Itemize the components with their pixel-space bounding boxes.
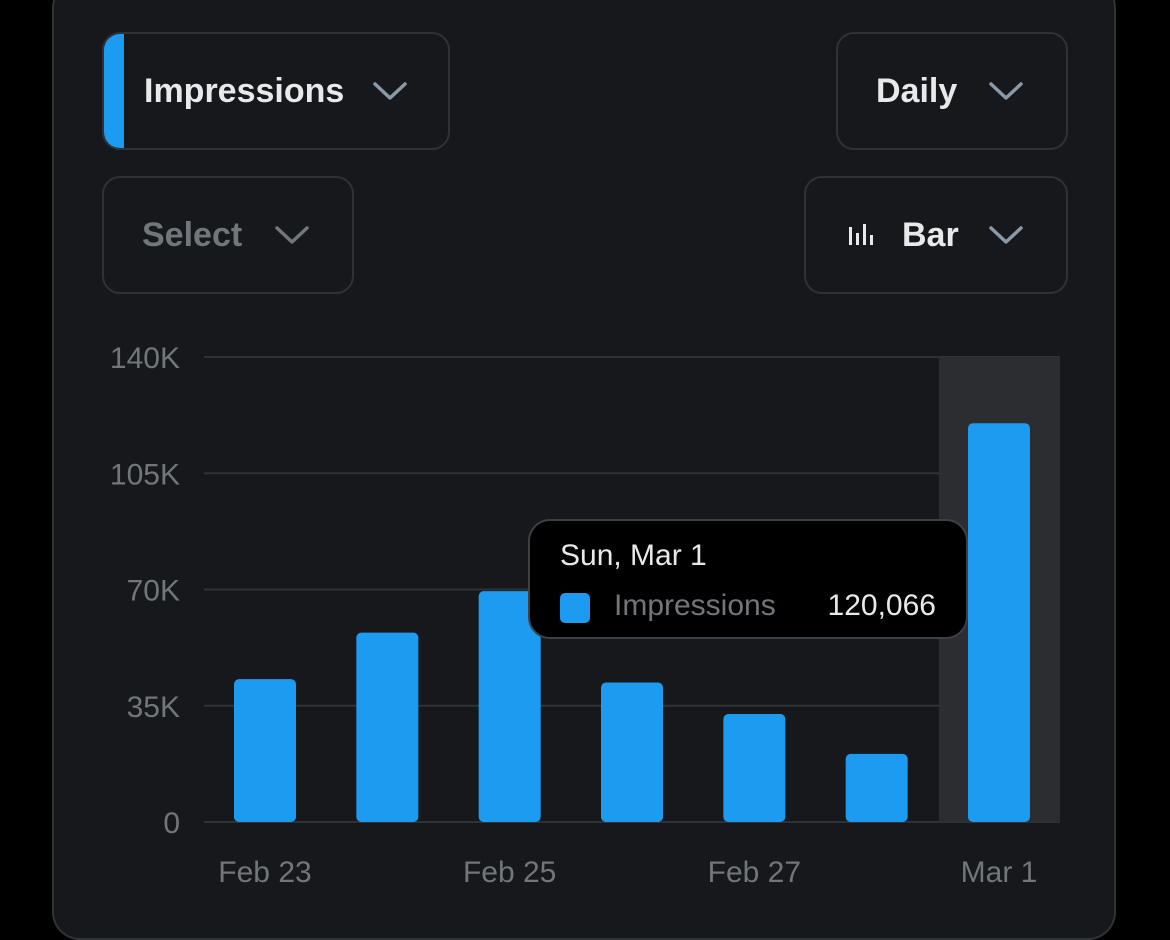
- chart-type-dropdown[interactable]: Bar: [804, 176, 1068, 294]
- y-tick-label: 140K: [110, 342, 180, 375]
- chart-card: [52, 0, 1116, 940]
- tooltip-date: Sun, Mar 1: [560, 539, 707, 572]
- chart-tooltip: Sun, Mar 1 Impressions 120,066: [528, 519, 968, 639]
- bar-feb-24[interactable]: [356, 632, 419, 822]
- y-tick-label: 105K: [110, 458, 180, 491]
- metric-dropdown-label: Impressions: [144, 71, 345, 110]
- x-tick-label: Feb 25: [463, 856, 556, 889]
- bar-chart-icon: [846, 221, 874, 249]
- bar-feb-25[interactable]: [478, 591, 541, 822]
- tooltip-series-swatch: [560, 593, 590, 623]
- chart-type-dropdown-label: Bar: [902, 215, 959, 254]
- bar-feb-26[interactable]: [601, 682, 663, 823]
- chevron-down-icon: [274, 224, 310, 244]
- tooltip-value: 120,066: [827, 589, 936, 622]
- bar-mar-1[interactable]: [968, 423, 1030, 822]
- y-tick-label: 35K: [127, 691, 180, 724]
- tooltip-series-label: Impressions: [614, 589, 776, 622]
- metric-color-accent: [104, 34, 124, 148]
- y-tick-label: 70K: [127, 575, 180, 608]
- interval-dropdown-label: Daily: [876, 71, 958, 110]
- chevron-down-icon: [988, 224, 1024, 244]
- x-tick-label: Feb 27: [708, 856, 801, 889]
- y-tick-label: 0: [163, 807, 180, 840]
- x-tick-label: Mar 1: [961, 856, 1038, 889]
- interval-dropdown[interactable]: Daily: [836, 32, 1068, 150]
- bar-feb-28[interactable]: [845, 753, 908, 822]
- x-tick-label: Feb 23: [218, 856, 311, 889]
- compare-dropdown[interactable]: Select: [102, 176, 354, 294]
- chevron-down-icon: [372, 80, 408, 100]
- bar-chart: 0 35K 70K 105K 140K Feb 23 Feb 25 Feb 27 Mar 1: [110, 342, 1060, 889]
- bar-feb-27[interactable]: [723, 714, 786, 822]
- bar-feb-23[interactable]: [234, 679, 296, 822]
- compare-dropdown-placeholder: Select: [142, 215, 243, 254]
- chevron-down-icon: [988, 80, 1024, 100]
- metric-dropdown[interactable]: Impressions: [102, 32, 450, 150]
